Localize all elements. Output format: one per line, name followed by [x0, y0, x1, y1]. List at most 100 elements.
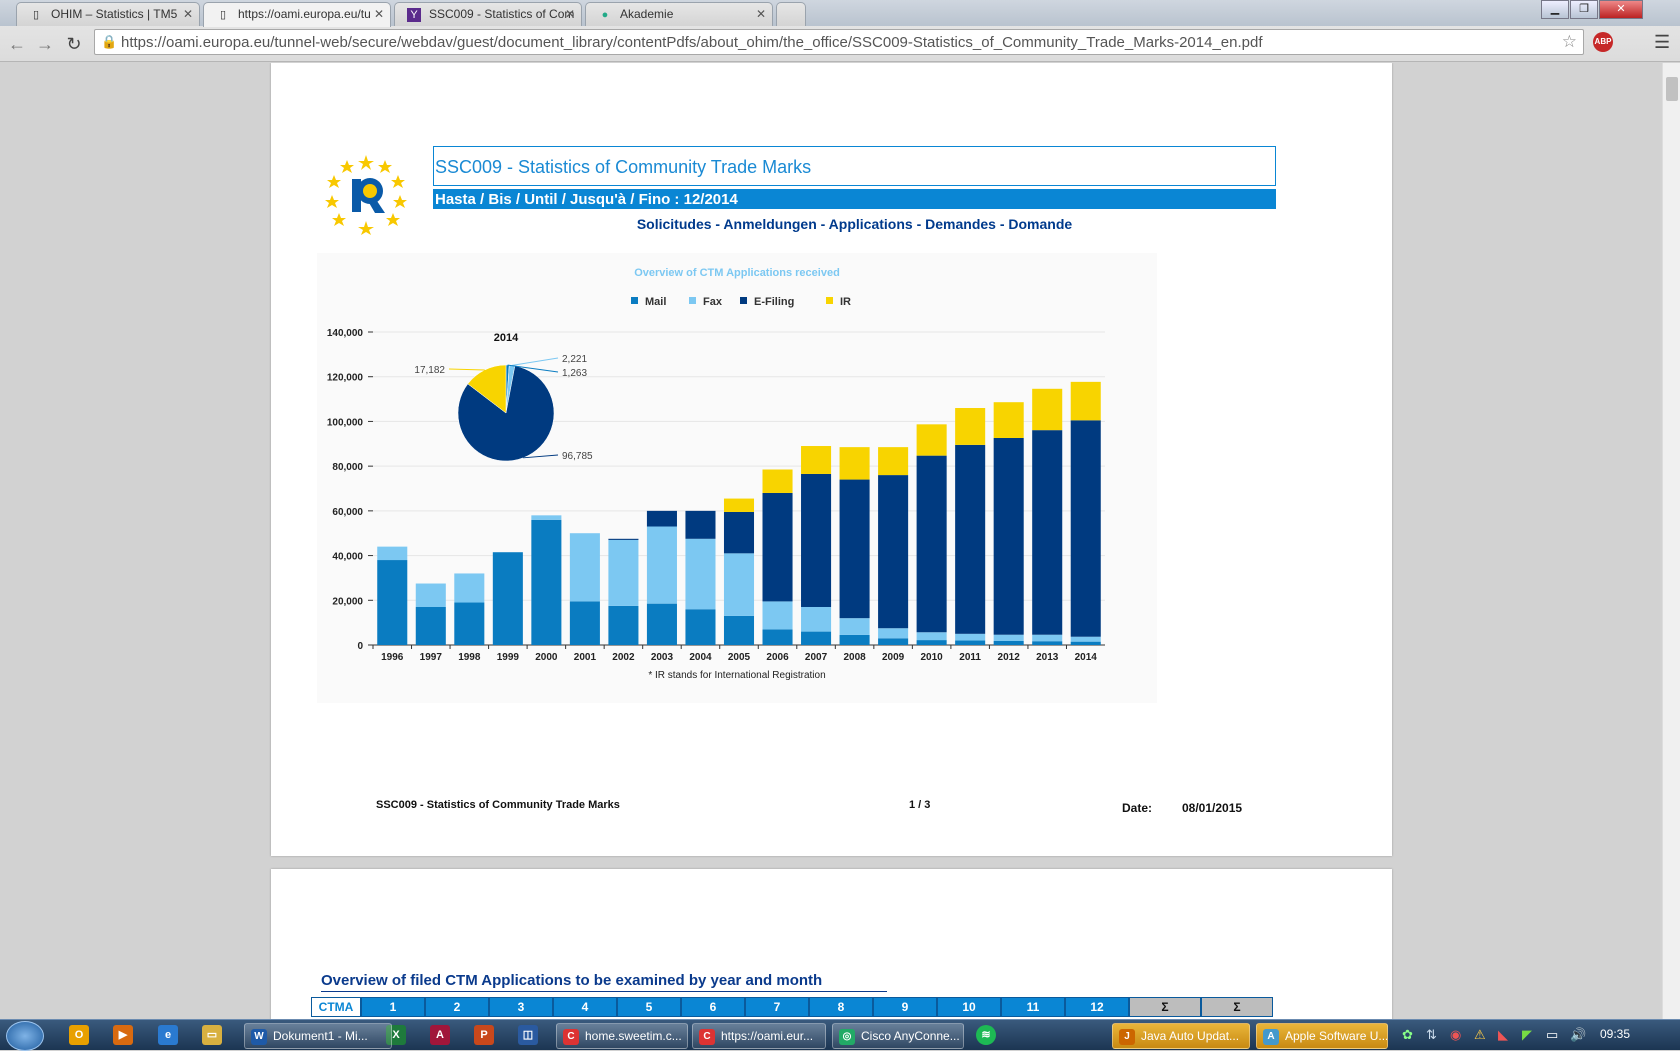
outlook-icon[interactable]: O: [69, 1025, 89, 1045]
bar-segment-ir: [1070, 381, 1101, 421]
bar-segment-mail: [993, 640, 1024, 645]
taskbar-task-3[interactable]: ◎ Cisco AnyConne...: [832, 1023, 964, 1049]
start-button[interactable]: [6, 1021, 44, 1051]
browser-chrome: ▯ OHIM – Statistics | TM5 ✕ ▯ https://oa…: [0, 0, 1680, 62]
access-icon[interactable]: A: [430, 1025, 450, 1045]
pie-title: 2014: [494, 332, 519, 344]
tray-network-icon[interactable]: ⇅: [1426, 1027, 1437, 1042]
address-bar[interactable]: 🔒 https://oami.europa.eu/tunnel-web/secu…: [94, 29, 1584, 55]
taskbar-task-5[interactable]: A Apple Software U...: [1256, 1023, 1388, 1049]
excel-icon[interactable]: X: [386, 1025, 406, 1045]
bar-segment-e-filing: [878, 475, 909, 629]
media-player-icon[interactable]: ▶: [113, 1025, 133, 1045]
page2-heading: Overview of filed CTM Applications to be…: [321, 972, 887, 992]
spotify-icon[interactable]: ≋: [976, 1025, 996, 1045]
minimize-icon[interactable]: ▁: [1541, 0, 1569, 19]
y-tick-label: 60,000: [332, 507, 363, 518]
legend-label: Mail: [645, 296, 666, 308]
bar-segment-mail: [762, 629, 793, 645]
close-icon[interactable]: ✕: [182, 7, 193, 21]
forward-icon[interactable]: →: [36, 34, 54, 54]
bar-segment-mail: [569, 601, 600, 645]
tray-flag-icon[interactable]: ◣: [1498, 1027, 1508, 1042]
nvidia-icon[interactable]: ◤: [1522, 1027, 1532, 1042]
bar-segment-mail: [723, 615, 755, 645]
tab-ohim-statistics[interactable]: ▯ OHIM – Statistics | TM5 ✕: [16, 2, 200, 26]
pie-label: 96,785: [562, 451, 593, 462]
bar-segment-e-filing: [839, 479, 870, 619]
close-icon[interactable]: ✕: [755, 7, 766, 21]
reload-icon[interactable]: ↻: [66, 34, 82, 54]
x-tick-label: 1999: [497, 652, 520, 663]
tab-akademie[interactable]: ● Akademie ✕: [585, 2, 773, 26]
pdf-viewer[interactable]: SSC009 - Statistics of Community Trade M…: [0, 63, 1662, 1019]
tray-display-icon[interactable]: ▭: [1546, 1027, 1559, 1042]
pie-label: 1,263: [562, 368, 587, 379]
lock-icon[interactable]: 🔒: [101, 34, 118, 49]
task-label: https://oami.eur...: [721, 1029, 814, 1043]
y-tick-label: 20,000: [332, 596, 363, 607]
powerpoint-icon[interactable]: P: [474, 1025, 494, 1045]
pie-label: 17,182: [414, 365, 445, 376]
bar-segment-mail: [415, 606, 446, 645]
taskbar-task-0[interactable]: W Dokument1 - Mi...: [244, 1023, 392, 1049]
new-tab-button[interactable]: [776, 2, 806, 26]
explorer-folder-icon[interactable]: ▭: [202, 1025, 222, 1045]
bar-segment-mail: [839, 634, 870, 645]
tray-app-icon[interactable]: ✿: [1402, 1027, 1413, 1042]
task-app-icon: C: [563, 1029, 579, 1045]
table-header-cell: Σ: [1201, 997, 1273, 1017]
bar-segment-e-filing: [993, 437, 1024, 635]
internet-explorer-icon[interactable]: e: [158, 1025, 178, 1045]
bar-segment-e-filing: [685, 510, 716, 539]
tab-oami-pdf[interactable]: ▯ https://oami.europa.eu/tu ✕: [203, 2, 391, 27]
bookmark-star-icon[interactable]: ☆: [1561, 32, 1577, 51]
restore-icon[interactable]: ❐: [1570, 0, 1598, 19]
bar-segment-fax: [569, 533, 600, 602]
tab-title: SSC009 - Statistics of Com: [429, 7, 575, 21]
scrollbar-thumb[interactable]: [1666, 77, 1678, 101]
close-icon[interactable]: ✕: [564, 7, 575, 21]
x-tick-label: 1998: [458, 652, 481, 663]
bar-segment-mail: [955, 640, 986, 645]
adblock-icon[interactable]: ABP: [1593, 32, 1613, 52]
table-header-cell: 3: [489, 997, 553, 1017]
task-label: home.sweetim.c...: [585, 1029, 682, 1043]
back-icon[interactable]: ←: [8, 34, 26, 54]
tab-strip: ▯ OHIM – Statistics | TM5 ✕ ▯ https://oa…: [0, 0, 1680, 27]
tab-ssc009[interactable]: Y SSC009 - Statistics of Com ✕: [394, 2, 582, 26]
bar-segment-ir: [762, 469, 793, 493]
table-header-cell: 11: [1001, 997, 1065, 1017]
bar-segment-mail: [685, 609, 716, 645]
bar-segment-mail: [801, 631, 832, 645]
outlook-calendar-icon[interactable]: ◫: [518, 1025, 538, 1045]
y-tick-label: 140,000: [327, 328, 364, 339]
taskbar-task-4[interactable]: J Java Auto Updat...: [1112, 1023, 1250, 1049]
bar-segment-e-filing: [1070, 420, 1101, 637]
url-text[interactable]: https://oami.europa.eu/tunnel-web/secure…: [121, 34, 1263, 51]
close-window-icon[interactable]: ✕: [1599, 0, 1643, 19]
bar-segment-fax: [608, 539, 639, 606]
close-icon[interactable]: ✕: [373, 7, 384, 21]
task-app-icon: J: [1119, 1029, 1135, 1045]
volume-icon[interactable]: 🔊: [1570, 1027, 1587, 1042]
bar-segment-fax: [762, 601, 793, 630]
pie-callout-line: [448, 368, 485, 371]
chart-title: Overview of CTM Applications received: [634, 267, 840, 279]
bar-segment-fax: [801, 606, 832, 632]
task-app-icon: C: [699, 1029, 715, 1045]
ohim-logo-icon: [325, 155, 407, 235]
bar-segment-fax: [1070, 636, 1101, 642]
tab-title: https://oami.europa.eu/tu: [238, 7, 371, 21]
tray-record-icon[interactable]: ◉: [1450, 1027, 1462, 1042]
table-header-cell: 6: [681, 997, 745, 1017]
tray-warning-icon[interactable]: ⚠: [1474, 1027, 1486, 1042]
x-tick-label: 2004: [689, 652, 712, 663]
task-label: Cisco AnyConne...: [861, 1029, 960, 1043]
y-tick-label: 120,000: [327, 373, 364, 384]
menu-icon[interactable]: ☰: [1654, 32, 1671, 52]
dot-icon: ●: [601, 9, 609, 21]
vertical-scrollbar[interactable]: [1662, 63, 1680, 1019]
